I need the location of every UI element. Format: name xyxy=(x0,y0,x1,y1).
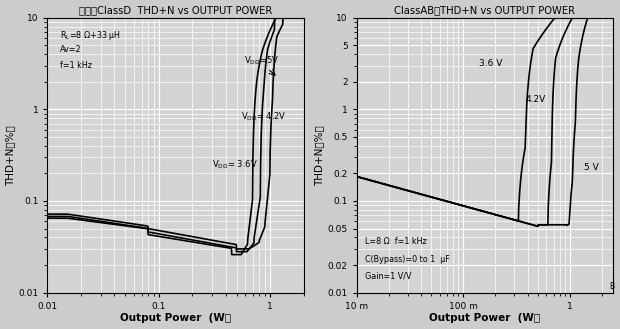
Text: Av=2: Av=2 xyxy=(60,45,82,54)
Text: V$_{\rm DD}$=5V: V$_{\rm DD}$=5V xyxy=(244,54,279,66)
Text: 5 V: 5 V xyxy=(584,163,599,172)
Text: R$_{\rm L}$=8 Ω+33 μH: R$_{\rm L}$=8 Ω+33 μH xyxy=(60,29,122,42)
Text: f=1 kHz: f=1 kHz xyxy=(60,61,92,70)
Text: 3.6 V: 3.6 V xyxy=(479,59,502,68)
X-axis label: Output Power  (W）: Output Power (W） xyxy=(429,314,540,323)
Text: L=8 Ω  f=1 kHz: L=8 Ω f=1 kHz xyxy=(365,238,427,246)
Text: V$_{\rm DD}$= 4.2V: V$_{\rm DD}$= 4.2V xyxy=(241,110,286,123)
Text: V$_{\rm DD}$= 3.6V: V$_{\rm DD}$= 3.6V xyxy=(212,159,257,171)
X-axis label: Output Power  (W）: Output Power (W） xyxy=(120,314,231,323)
Title: ClassAB类THD+N vs OUTPUT POWER: ClassAB类THD+N vs OUTPUT POWER xyxy=(394,6,575,15)
Y-axis label: THD+N（%）: THD+N（%） xyxy=(6,125,16,186)
Y-axis label: THD+N（%）: THD+N（%） xyxy=(314,125,325,186)
Text: C(Bypass)=0 to 1  μF: C(Bypass)=0 to 1 μF xyxy=(365,255,450,264)
Text: B: B xyxy=(609,282,614,291)
Text: 4.2V: 4.2V xyxy=(525,95,546,104)
Title: 智浦欣ClassD  THD+N vs OUTPUT POWER: 智浦欣ClassD THD+N vs OUTPUT POWER xyxy=(79,6,272,15)
Text: Gain=1 V/V: Gain=1 V/V xyxy=(365,271,412,281)
